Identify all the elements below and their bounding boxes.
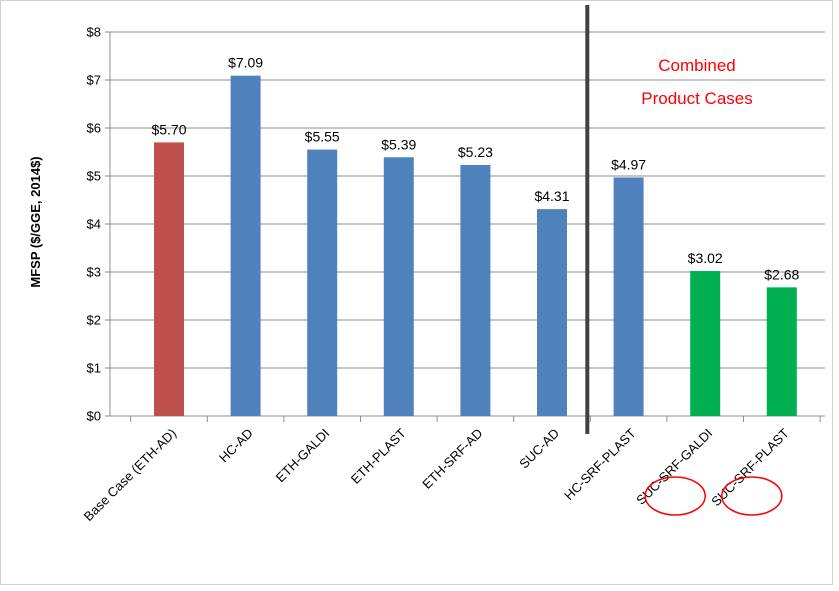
x-tick-label: ETH-SRF-AD	[419, 426, 485, 492]
y-tick-label: $5	[87, 169, 101, 184]
data-label: $4.31	[534, 188, 569, 204]
bar	[307, 149, 338, 416]
highlight-circle	[721, 476, 783, 516]
data-label: $5.39	[381, 136, 416, 152]
highlight-circles	[644, 476, 783, 516]
bars	[154, 75, 797, 417]
annotation: Combined Product Cases	[641, 56, 753, 108]
data-label: $2.68	[764, 266, 799, 282]
x-tick-label: SUC-AD	[516, 426, 562, 472]
data-label: $7.09	[228, 55, 263, 71]
y-tick-label: $4	[87, 217, 101, 232]
bar	[230, 75, 261, 417]
x-tick-label: SUC-SRF-PLAST	[708, 425, 792, 509]
y-tick-label: $2	[87, 313, 101, 328]
y-tick-label: $8	[87, 25, 101, 40]
x-tick-label: HC-AD	[216, 426, 256, 466]
bar	[154, 142, 184, 416]
y-tick-labels: $0 $1 $2 $3 $4 $5 $6 $7 $8	[87, 25, 101, 424]
data-label: $4.97	[611, 156, 646, 172]
y-tick-label: $0	[87, 409, 101, 424]
data-labels: $5.70 $7.09 $5.55 $5.39 $5.23 $4.31 $4.97 $3.02…	[151, 55, 799, 283]
bar	[766, 287, 797, 416]
annotation-line-2: Product Cases	[641, 89, 753, 108]
data-label: $3.02	[688, 250, 723, 266]
bar	[690, 271, 721, 416]
bar	[613, 177, 644, 416]
x-tick-labels: Base Case (ETH-AD) HC-AD ETH-GALDI ETH-PLAS…	[81, 425, 792, 524]
y-tick-label: $1	[87, 361, 101, 376]
y-axis-label: MFSP ($/GGE, 2014$)	[28, 156, 43, 287]
annotation-line-1: Combined	[658, 56, 736, 75]
data-label: $5.55	[305, 129, 340, 145]
bar	[537, 209, 567, 416]
x-tick-label: Base Case (ETH-AD)	[81, 426, 179, 524]
x-tick-label: ETH-GALDI	[273, 426, 333, 486]
data-label: $5.23	[458, 144, 493, 160]
y-tick-label: $6	[87, 121, 101, 136]
bar	[383, 157, 414, 416]
y-tick-label: $3	[87, 265, 101, 280]
x-tick-label: HC-SRF-PLAST	[561, 425, 639, 503]
bar	[460, 164, 491, 416]
y-tick-label: $7	[87, 73, 101, 88]
highlight-circle	[644, 476, 706, 516]
x-tick-label: ETH-PLAST	[348, 425, 409, 486]
data-label: $5.70	[151, 121, 186, 137]
